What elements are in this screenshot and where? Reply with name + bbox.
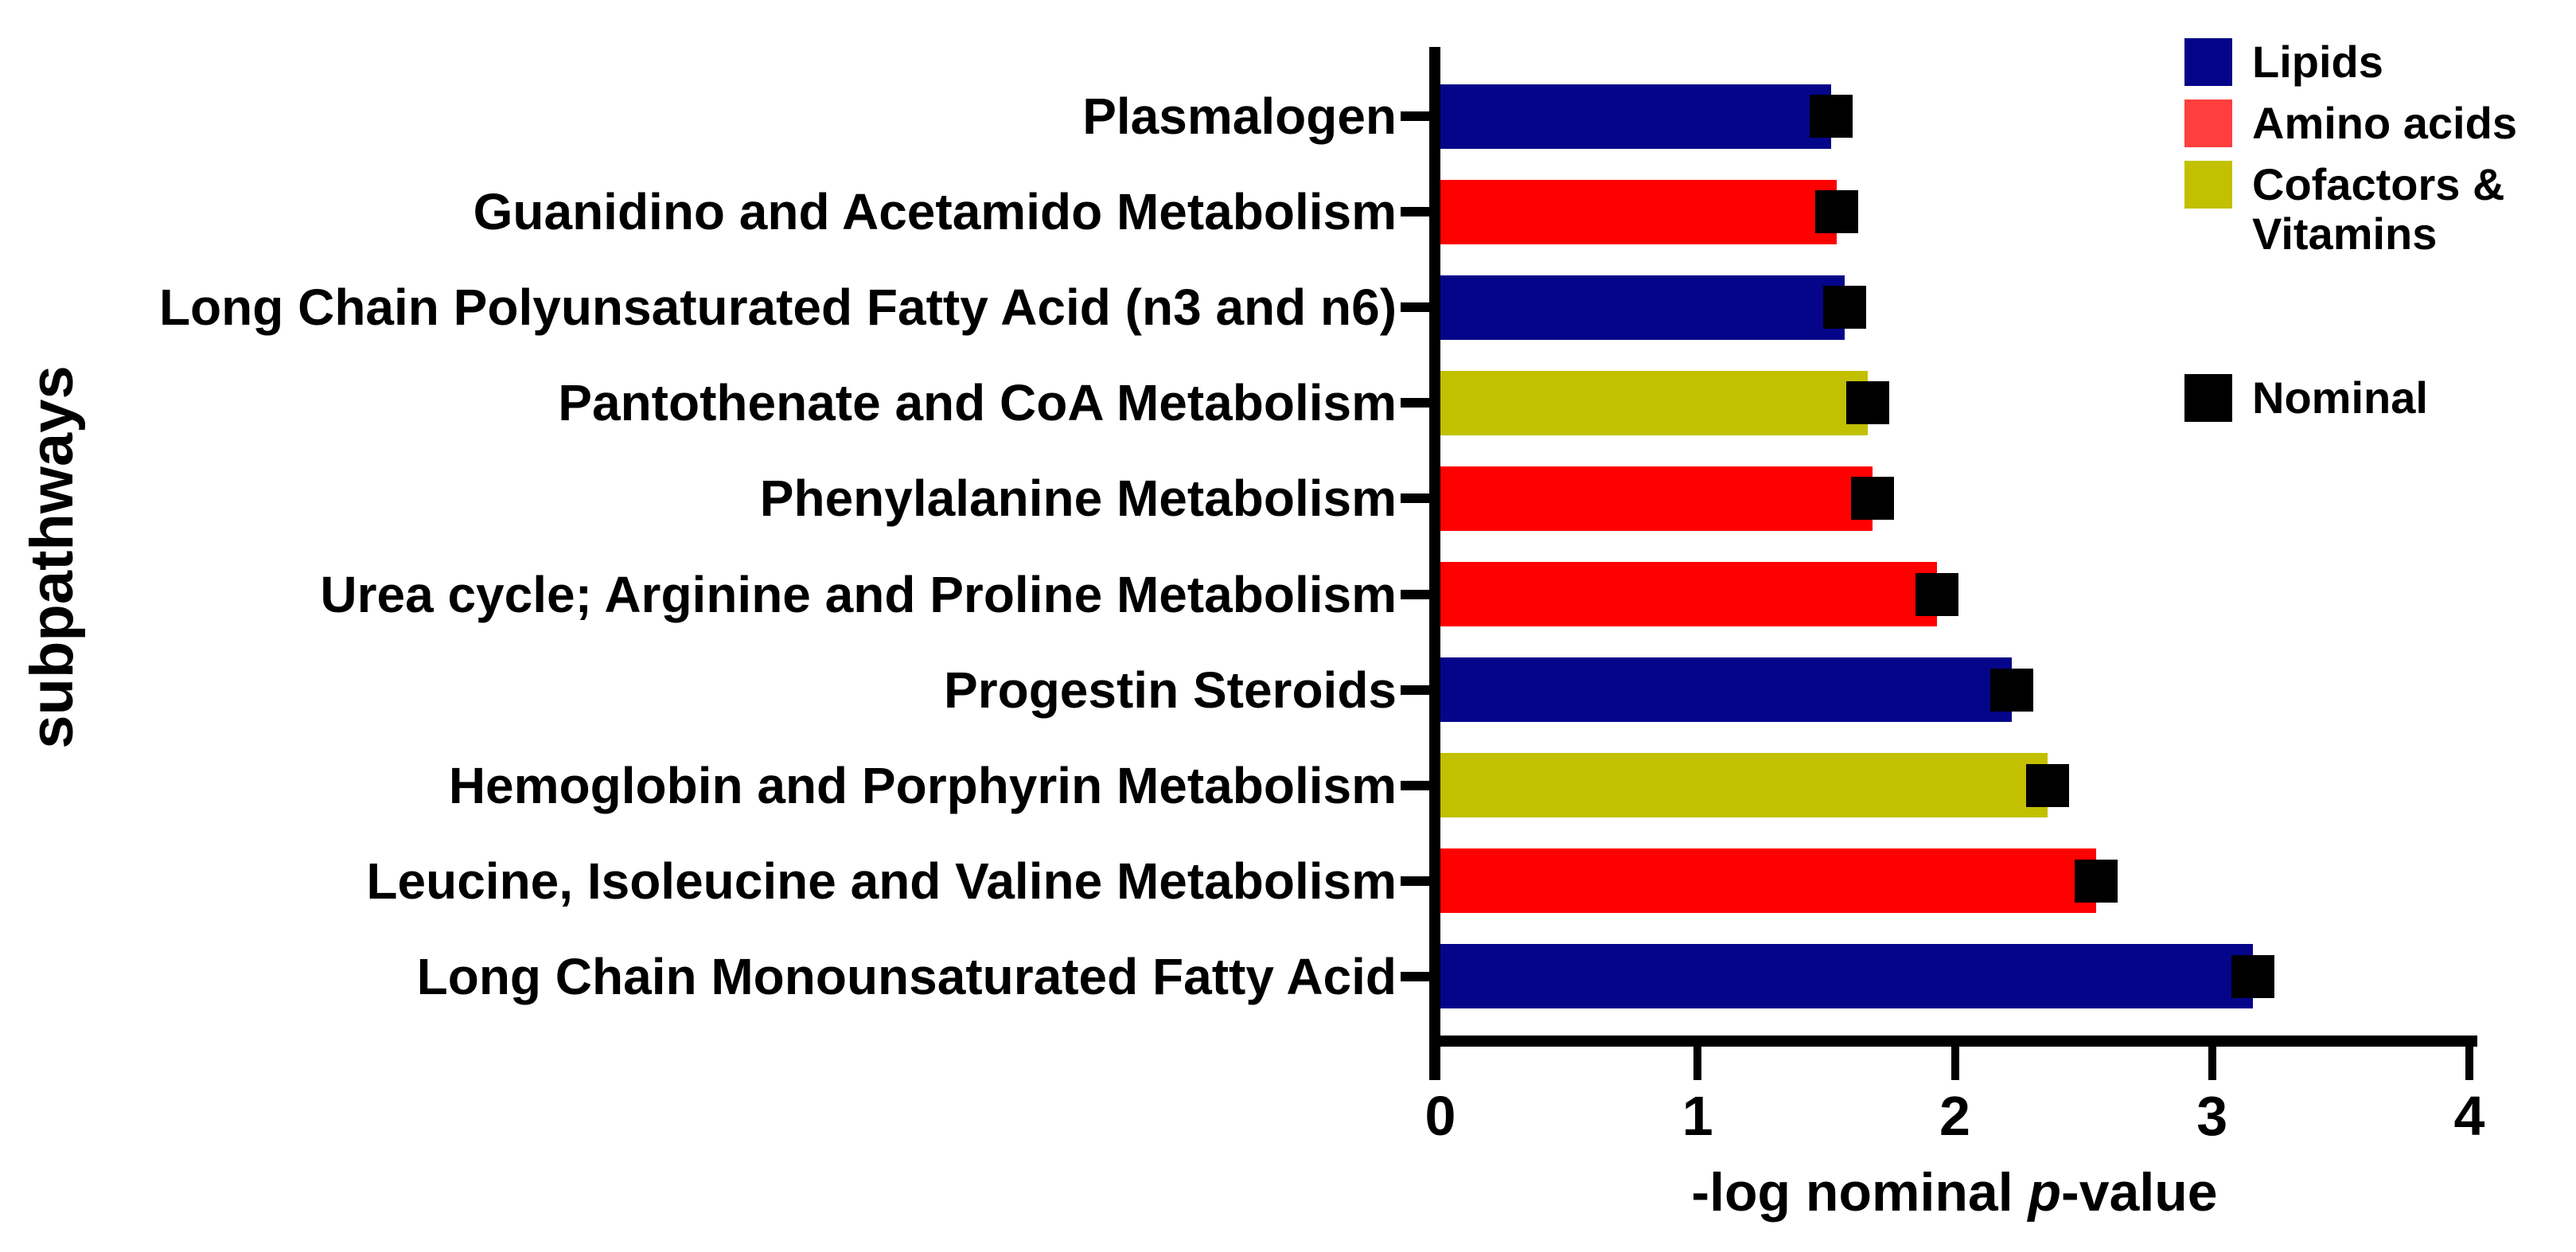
x-tick-label: 4	[2453, 1085, 2485, 1147]
legend-swatch-0	[2184, 38, 2232, 86]
x-tick	[2208, 1047, 2216, 1080]
category-tick	[1401, 493, 1432, 504]
bar	[1440, 848, 2097, 914]
x-axis-line	[1429, 1036, 2477, 1047]
x-tick-label: 2	[1939, 1085, 1970, 1147]
category-tick	[1401, 589, 1432, 599]
legend-label-nominal: Nominal	[2252, 372, 2428, 423]
nominal-marker	[2231, 954, 2275, 998]
category-tick	[1401, 971, 1432, 981]
category-label: Urea cycle; Arginine and Proline Metabol…	[320, 565, 1397, 623]
category-label: Leucine, Isoleucine and Valine Metabolis…	[366, 852, 1397, 910]
category-tick	[1401, 111, 1432, 121]
y-axis-line	[1429, 47, 1440, 1080]
nominal-marker	[1915, 572, 1958, 616]
category-tick	[1401, 685, 1432, 695]
category-tick	[1401, 876, 1432, 886]
x-tick-label: 1	[1682, 1085, 1713, 1147]
bar	[1440, 275, 1845, 340]
nominal-marker	[1822, 286, 1866, 330]
x-tick-label: 3	[2196, 1085, 2228, 1147]
bar	[1440, 370, 1868, 435]
x-tick	[1693, 1047, 1702, 1080]
legend-swatch-1	[2184, 99, 2232, 147]
category-label: Progestin Steroids	[944, 661, 1397, 719]
bar	[1440, 84, 1832, 149]
legend-swatch-nominal	[2184, 374, 2232, 422]
category-label: Plasmalogen	[1082, 88, 1397, 145]
category-label: Long Chain Polyunsaturated Fatty Acid (n…	[158, 279, 1397, 337]
x-tick	[2465, 1047, 2473, 1080]
bar	[1440, 657, 2012, 723]
category-tick	[1401, 780, 1432, 790]
category-tick	[1401, 302, 1432, 313]
legend-label: Amino acids	[2252, 98, 2517, 148]
bar	[1440, 179, 1837, 244]
x-axis-title: -log nominal p-value	[1517, 1153, 2392, 1232]
nominal-marker	[1989, 668, 2033, 712]
bar	[1440, 466, 1873, 531]
nominal-marker	[2025, 763, 2069, 807]
category-label: Hemoglobin and Porphyrin Metabolism	[448, 756, 1397, 814]
legend-label: Lipids	[2252, 37, 2383, 87]
bar	[1440, 562, 1937, 626]
category-label: Pantothenate and CoA Metabolism	[558, 374, 1397, 432]
category-tick	[1401, 207, 1432, 217]
legend-label: Cofactors & Vitamins	[2252, 159, 2505, 259]
x-axis-title-suffix: -value	[2061, 1162, 2218, 1223]
bar	[1440, 753, 2048, 818]
category-label: Phenylalanine Metabolism	[759, 470, 1397, 528]
y-axis-title: subpathways	[18, 365, 86, 749]
nominal-marker	[1851, 477, 1895, 521]
x-axis-title-prefix: -log nominal	[1691, 1162, 2028, 1223]
category-tick	[1401, 398, 1432, 408]
nominal-marker	[1814, 190, 1858, 234]
nominal-marker	[1845, 381, 1889, 425]
bar	[1440, 944, 2254, 1009]
x-tick	[1951, 1047, 1959, 1080]
x-tick-label: 0	[1424, 1085, 1456, 1147]
nominal-marker	[1810, 95, 1853, 138]
nominal-marker	[2075, 859, 2118, 903]
category-label: Long Chain Monounsaturated Fatty Acid	[416, 947, 1397, 1005]
category-label: Guanidino and Acetamido Metabolism	[473, 183, 1397, 241]
x-axis-title-italic-p: p	[2028, 1162, 2062, 1223]
legend-swatch-2	[2184, 161, 2232, 209]
